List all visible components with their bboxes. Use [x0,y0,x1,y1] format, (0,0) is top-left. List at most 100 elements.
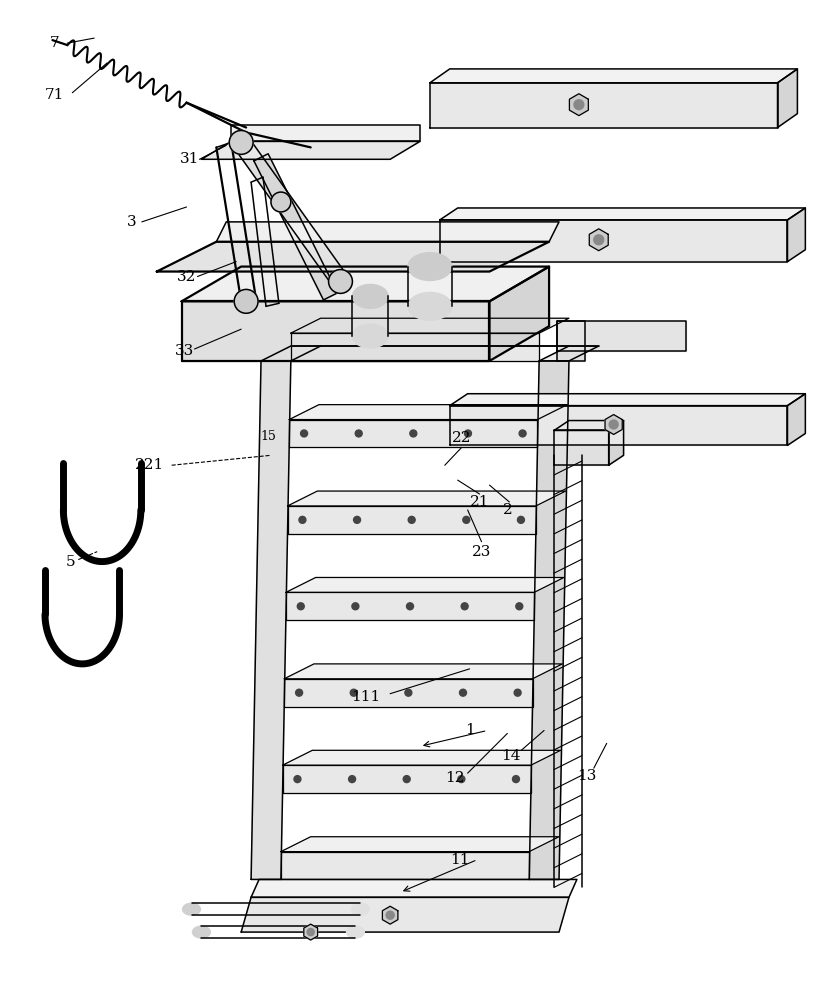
Text: 11: 11 [450,853,470,867]
Polygon shape [286,592,534,620]
Polygon shape [232,125,420,141]
Ellipse shape [347,926,365,938]
Circle shape [294,776,301,783]
Polygon shape [430,69,797,83]
Polygon shape [182,301,490,361]
Polygon shape [241,897,569,932]
Circle shape [300,430,308,437]
Polygon shape [557,321,686,351]
Text: 31: 31 [179,152,199,166]
Circle shape [234,289,258,313]
Circle shape [407,603,414,610]
Text: 3: 3 [127,215,136,229]
Circle shape [410,430,417,437]
Polygon shape [283,765,531,793]
Text: 23: 23 [472,545,491,559]
Polygon shape [234,137,348,287]
Circle shape [349,776,356,783]
Text: 32: 32 [177,270,196,284]
Polygon shape [261,346,321,361]
Text: 111: 111 [351,690,380,704]
Text: 13: 13 [577,769,596,783]
Polygon shape [202,141,420,159]
Polygon shape [281,852,529,879]
Circle shape [518,516,524,523]
Text: 22: 22 [452,431,471,445]
Polygon shape [289,420,538,447]
Circle shape [271,192,291,212]
Polygon shape [554,430,609,465]
Polygon shape [291,318,569,333]
Circle shape [352,603,359,610]
Circle shape [574,100,584,110]
Polygon shape [539,346,599,361]
Polygon shape [251,879,577,897]
Polygon shape [382,906,398,924]
Polygon shape [284,679,533,707]
Polygon shape [182,267,549,301]
Circle shape [404,776,410,783]
Ellipse shape [183,903,200,915]
Polygon shape [304,924,318,940]
Ellipse shape [193,926,210,938]
Text: 2: 2 [503,503,512,517]
Circle shape [386,911,394,919]
Circle shape [307,929,314,936]
Ellipse shape [352,284,388,308]
Circle shape [356,430,362,437]
Circle shape [409,516,415,523]
Text: 14: 14 [502,749,521,763]
Circle shape [328,270,352,293]
Text: 21: 21 [470,495,490,509]
Polygon shape [284,664,562,679]
Text: 7: 7 [50,36,60,50]
Polygon shape [450,406,787,445]
Polygon shape [440,220,787,262]
Ellipse shape [408,253,452,280]
Polygon shape [450,394,805,406]
Polygon shape [281,837,559,852]
Polygon shape [590,229,608,251]
Polygon shape [254,154,337,300]
Circle shape [519,430,526,437]
Polygon shape [291,333,539,361]
Polygon shape [777,69,797,128]
Polygon shape [787,208,805,262]
Polygon shape [283,750,561,765]
Polygon shape [440,208,805,220]
Polygon shape [430,83,777,128]
Text: 5: 5 [65,555,75,569]
Circle shape [514,689,521,696]
Polygon shape [609,421,624,465]
Circle shape [229,130,253,154]
Circle shape [405,689,412,696]
Text: 71: 71 [45,88,65,102]
Polygon shape [288,506,536,534]
Circle shape [516,603,523,610]
Polygon shape [289,405,567,420]
Polygon shape [157,242,549,272]
Polygon shape [605,415,622,434]
Text: 1: 1 [465,723,475,737]
Polygon shape [251,361,291,879]
Polygon shape [787,394,805,445]
Ellipse shape [351,903,370,915]
Polygon shape [557,321,585,361]
Circle shape [465,430,471,437]
Text: 15: 15 [260,430,276,443]
Circle shape [463,516,470,523]
Circle shape [297,603,304,610]
Circle shape [295,689,303,696]
Circle shape [351,689,357,696]
Text: 33: 33 [175,344,194,358]
Polygon shape [286,577,564,592]
Circle shape [458,776,465,783]
Circle shape [594,235,604,245]
Circle shape [513,776,519,783]
Circle shape [354,516,361,523]
Circle shape [460,689,466,696]
Text: 12: 12 [445,771,465,785]
Circle shape [461,603,468,610]
Polygon shape [570,94,588,116]
Circle shape [299,516,306,523]
